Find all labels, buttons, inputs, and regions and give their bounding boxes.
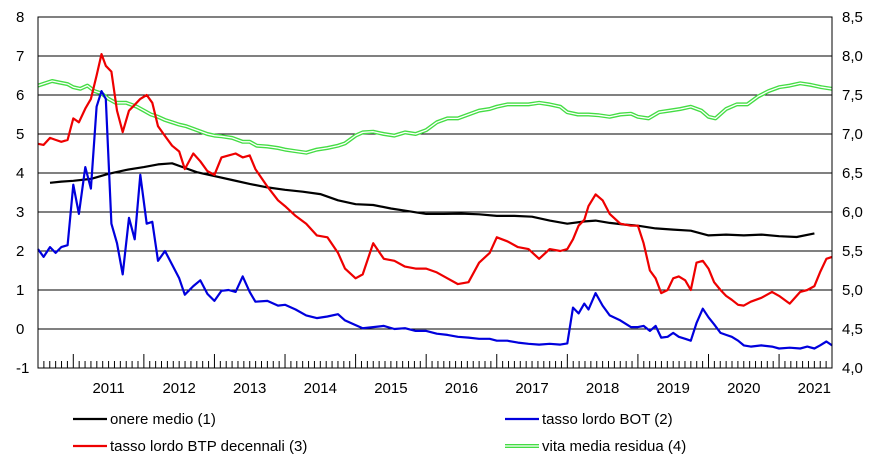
- series-line-inner: [37, 80, 833, 154]
- series-line: [37, 90, 833, 350]
- x-tick-label: 2016: [445, 380, 478, 397]
- legend-label: vita media residua (4): [542, 438, 686, 455]
- y-left-tick-label: -1: [16, 360, 29, 377]
- y-left-tick-label: 4: [16, 165, 24, 182]
- y-right-tick-label: 5,0: [842, 282, 863, 299]
- y-right-tick-label: 8,0: [842, 48, 863, 65]
- legend-item: tasso lordo BOT (2): [505, 411, 673, 428]
- series-2: [37, 53, 833, 307]
- x-tick-label: 2019: [657, 380, 690, 397]
- x-tick-label: 2020: [727, 380, 760, 397]
- y-right-tick-label: 5,5: [842, 243, 863, 260]
- y-right-tick-label: 4,0: [842, 360, 863, 377]
- y-left-tick-label: 2: [16, 243, 24, 260]
- legend-label: tasso lordo BOT (2): [542, 411, 673, 428]
- y-left-tick-label: 8: [16, 9, 24, 26]
- gridlines: [38, 55, 832, 330]
- y-right-tick-label: 7,0: [842, 126, 863, 143]
- series-3: [37, 79, 833, 155]
- legend: onere medio (1) tasso lordo BOT (2) tasso …: [73, 411, 686, 455]
- x-tick-label: 2014: [304, 380, 337, 397]
- y-left-tick-label: 0: [16, 321, 24, 338]
- y-right-tick-label: 6,5: [842, 165, 863, 182]
- y-right-tick-label: 6,0: [842, 204, 863, 221]
- y-left-tick-label: 6: [16, 87, 24, 104]
- y-right-tick-label: 7,5: [842, 87, 863, 104]
- series-0: [49, 162, 815, 239]
- legend-label: onere medio (1): [110, 411, 216, 428]
- x-tick-label: 2011: [92, 380, 124, 397]
- y-left-tick-label: 7: [16, 48, 24, 65]
- y-left-tick-label: 3: [16, 204, 24, 221]
- x-tick-label: 2018: [586, 380, 619, 397]
- x-tick-label: 2013: [233, 380, 266, 397]
- series-1: [37, 90, 833, 350]
- series-lines: [37, 53, 833, 350]
- legend-item: onere medio (1): [73, 411, 216, 428]
- legend-label: tasso lordo BTP decennali (3): [110, 438, 307, 455]
- y-left-tick-label: 1: [16, 282, 24, 299]
- legend-item: vita media residua (4): [505, 438, 686, 455]
- series-line: [49, 162, 815, 239]
- y-right-tick-label: 8,5: [842, 9, 863, 26]
- x-tick-label: 2021: [798, 380, 831, 397]
- legend-item: tasso lordo BTP decennali (3): [73, 438, 307, 455]
- x-tick-label: 2017: [515, 380, 548, 397]
- series-line: [37, 53, 833, 307]
- x-tick-label: 2015: [374, 380, 407, 397]
- plot-frame: [37, 16, 833, 369]
- y-left-tick-label: 5: [16, 126, 24, 143]
- x-tick-label: 2012: [162, 380, 195, 397]
- axes: -1 0 1 2 3 4 5 6 7 8 4,0 4,5 5,0 5,5 6,0 6,5 7,0 7,5 8,0 8,…: [16, 9, 863, 397]
- y-right-tick-label: 4,5: [842, 321, 863, 338]
